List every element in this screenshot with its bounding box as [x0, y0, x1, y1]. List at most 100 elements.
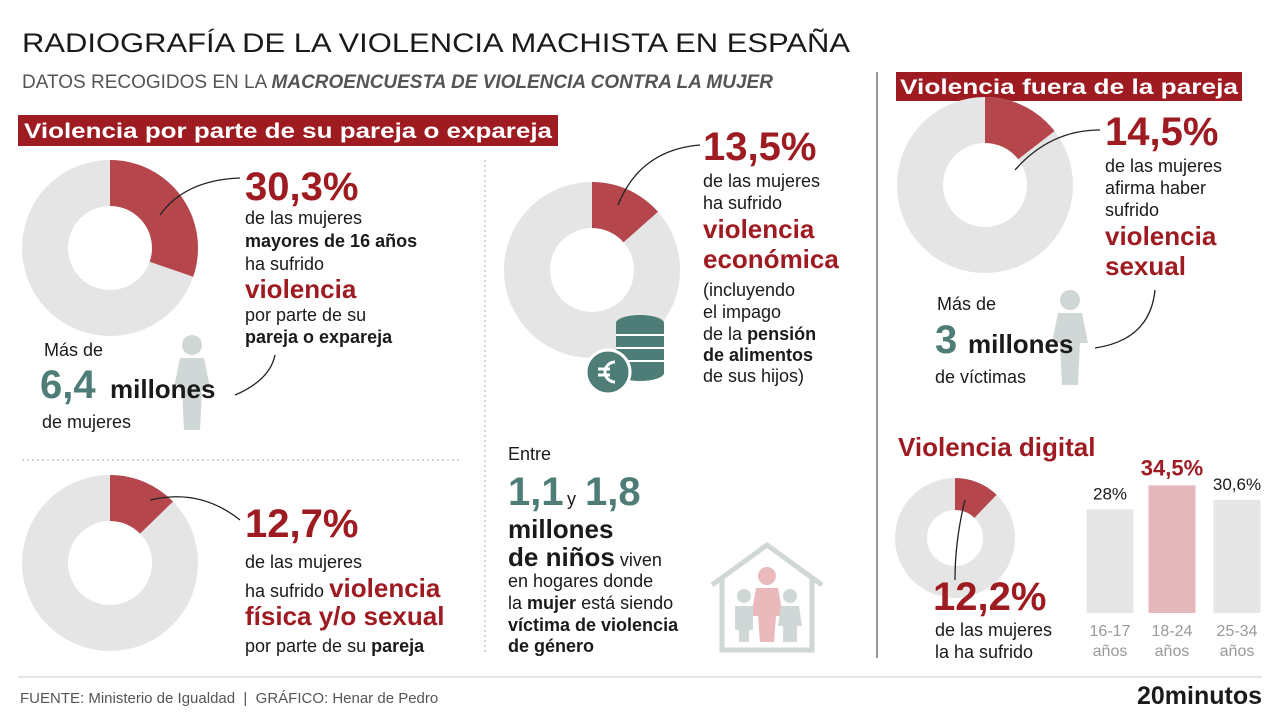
children-text: mujer — [527, 593, 576, 613]
children-text: viven — [620, 550, 662, 570]
stat-text: violencia — [245, 274, 357, 304]
stat-text: mayores de 16 años — [245, 231, 417, 251]
children-text: en hogares donde — [508, 571, 653, 591]
victims-text: Más de — [44, 340, 103, 360]
children-number: 1,1 — [508, 470, 564, 514]
stat-text: ha sufrido — [245, 254, 324, 274]
stat-text: ha sufrido — [703, 193, 782, 213]
stat-text: por parte de su — [245, 636, 366, 656]
children-text: la — [508, 593, 523, 613]
stat-text: pareja o expareja — [245, 327, 393, 347]
bar-value-label: 28% — [1093, 484, 1127, 503]
bar — [1148, 485, 1196, 613]
stat-text: pareja — [371, 636, 425, 656]
stat-text: sufrido — [1105, 200, 1159, 220]
bar-value-label: 34,5% — [1141, 455, 1203, 480]
victims-number: 6,4 — [40, 363, 96, 407]
donut-slice — [592, 182, 659, 243]
bar — [1086, 509, 1134, 613]
stat-text: violencia — [329, 573, 441, 603]
stat-text: por parte de su — [245, 305, 366, 325]
stat-text: (incluyendo — [703, 280, 795, 300]
victims-text: millones — [968, 329, 1073, 359]
stat-text: sexual — [1105, 251, 1186, 281]
leader-line — [617, 144, 701, 206]
x-tick-label: 16-17 — [1090, 623, 1131, 640]
heading-box — [896, 72, 1242, 101]
bar-chart: 28% 16-17 años 34,5% 18-24 años 30,6% 25-34 años — [1086, 455, 1261, 660]
subtitle: DATOS RECOGIDOS EN LA MACROENCUESTA DE V… — [22, 72, 773, 93]
stat-text: de la — [703, 324, 743, 344]
stat-text: de las mujeres — [1105, 156, 1222, 176]
stat-text: afirma haber — [1105, 178, 1206, 198]
woman-icon — [1052, 290, 1088, 385]
victims-text: millones — [110, 374, 215, 404]
leader-line — [234, 354, 276, 396]
subtitle-emphasis: MACROENCUESTA DE VIOLENCIA CONTRA LA MUJ… — [272, 72, 774, 93]
bar — [1213, 499, 1261, 613]
section-heading: Violencia fuera de la pareja — [900, 76, 1238, 99]
donut-slice — [110, 475, 174, 534]
donut — [504, 182, 680, 358]
donut — [22, 160, 198, 336]
stat-text: de las mujeres — [935, 620, 1052, 640]
stat-text: la ha sufrido — [935, 642, 1033, 662]
leader-line — [159, 177, 241, 216]
stat-text: de alimentos — [703, 345, 813, 365]
stat-text: económica — [703, 244, 839, 274]
leader-line — [1094, 289, 1156, 349]
coins-icon — [584, 315, 664, 396]
stat-text: de las mujeres — [245, 208, 362, 228]
donut-slice — [955, 478, 997, 518]
stat-text: violencia — [703, 214, 815, 244]
x-tick-label: años — [1093, 643, 1128, 660]
children-number: 1,8 — [585, 470, 641, 514]
stat-text: de la pensión — [703, 324, 816, 344]
x-tick-label: 25-34 — [1217, 623, 1258, 640]
heading-box — [18, 115, 558, 146]
children-text: está siendo — [581, 593, 673, 613]
children-text: de género — [508, 636, 594, 656]
donut — [897, 97, 1073, 273]
victims-number: 3 — [935, 318, 957, 362]
stat-text: ha sufrido — [245, 581, 324, 601]
victims-text: de mujeres — [42, 412, 131, 432]
donut-slice — [110, 160, 198, 277]
stat-value: 12,2% — [933, 575, 1046, 619]
donut-slice — [985, 97, 1055, 160]
section-heading: Violencia por parte de su pareja o expar… — [24, 120, 552, 143]
stat-text: pensión — [747, 324, 816, 344]
stat-value: 12,7% — [245, 502, 358, 546]
stat-text: de las mujeres — [703, 171, 820, 191]
children-text: Entre — [508, 444, 551, 464]
logo: 20minutos — [1137, 682, 1262, 710]
stat-text: de sus hijos) — [703, 366, 804, 386]
title: RADIOGRAFÍA DE LA VIOLENCIA MACHISTA EN … — [22, 27, 850, 58]
children-text: de niños viven — [508, 542, 662, 572]
children-text: víctima de violencia — [508, 615, 679, 635]
children-text: de niños — [508, 542, 615, 572]
x-tick-label: años — [1155, 643, 1190, 660]
leader-line — [149, 496, 241, 521]
bar-value-label: 30,6% — [1213, 475, 1261, 494]
stat-text: violencia — [1105, 221, 1217, 251]
stat-value: 14,5% — [1105, 110, 1218, 154]
children-text: la mujer está siendo — [508, 593, 673, 613]
donut — [22, 475, 198, 651]
stat-value: 13,5% — [703, 125, 816, 169]
woman-icon — [174, 335, 210, 430]
stat-text: de las mujeres — [245, 552, 362, 572]
victims-text: de víctimas — [935, 367, 1026, 387]
stat-text: por parte de su pareja — [245, 636, 425, 656]
donut — [895, 478, 1015, 598]
stat-text: ha sufrido violencia — [245, 573, 441, 603]
children-text: millones — [508, 514, 613, 544]
victims-text: Más de — [937, 294, 996, 314]
subtitle-text: DATOS RECOGIDOS EN LA — [22, 72, 268, 93]
stat-text: física y/o sexual — [245, 601, 444, 631]
x-tick-label: años — [1220, 643, 1255, 660]
stat-value: 30,3% — [245, 165, 358, 209]
house-icon — [710, 541, 824, 653]
section-heading: Violencia digital — [898, 432, 1095, 462]
